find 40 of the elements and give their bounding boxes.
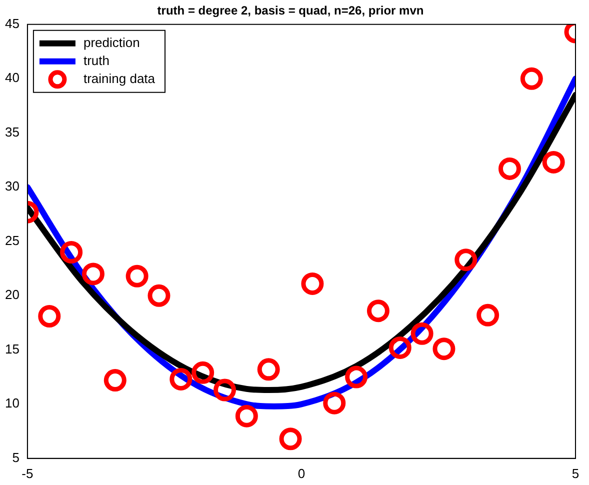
x-tick-label: 0	[298, 466, 306, 481]
point	[366, 300, 390, 322]
y-tick-label: 30	[4, 178, 20, 194]
point	[279, 428, 302, 450]
point	[82, 262, 104, 286]
point	[126, 264, 148, 288]
x-tick-label: -5	[22, 466, 34, 481]
legend-label: prediction	[83, 34, 140, 50]
point	[301, 272, 324, 295]
y-tick-label: 45	[4, 16, 20, 31]
legend-label: truth	[83, 52, 110, 68]
point	[257, 358, 280, 381]
y-tick-label: 15	[4, 341, 20, 356]
point	[520, 67, 543, 90]
point	[432, 338, 456, 360]
y-tick-label: 5	[12, 450, 20, 465]
y-tick-label: 10	[4, 396, 20, 411]
point	[542, 150, 565, 174]
point	[170, 368, 192, 390]
point	[214, 378, 236, 402]
x-tick-label: 5	[572, 466, 580, 481]
point	[388, 336, 412, 359]
y-tick-label: 40	[4, 70, 20, 86]
point	[410, 322, 434, 345]
point	[192, 361, 214, 384]
point	[104, 369, 126, 392]
point	[60, 241, 83, 264]
point	[38, 305, 61, 328]
point	[454, 248, 478, 272]
point	[323, 392, 346, 414]
point	[476, 304, 500, 326]
point	[345, 366, 368, 388]
point	[498, 157, 521, 180]
y-tick-label: 20	[4, 287, 20, 302]
y-tick-label: 25	[4, 232, 20, 248]
chart-title: truth = degree 2, basis = quad, n=26, prior mvn	[157, 4, 424, 18]
point	[235, 404, 258, 428]
y-tick-label: 35	[4, 124, 20, 140]
legend-label: training data	[83, 70, 156, 86]
point	[148, 284, 170, 307]
